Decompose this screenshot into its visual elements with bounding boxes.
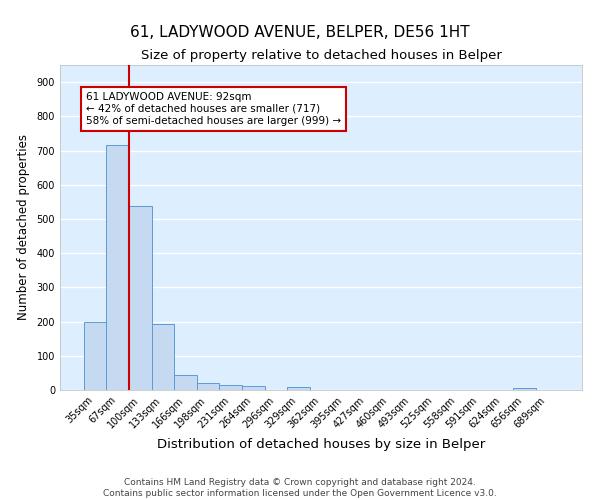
Bar: [287, 388, 310, 390]
Bar: [197, 383, 220, 390]
Bar: [242, 386, 265, 390]
Bar: [174, 374, 197, 390]
Y-axis label: Number of detached properties: Number of detached properties: [17, 134, 29, 320]
Text: 61, LADYWOOD AVENUE, BELPER, DE56 1HT: 61, LADYWOOD AVENUE, BELPER, DE56 1HT: [130, 25, 470, 40]
X-axis label: Distribution of detached houses by size in Belper: Distribution of detached houses by size …: [157, 438, 485, 451]
Bar: [152, 324, 174, 390]
Text: Contains HM Land Registry data © Crown copyright and database right 2024.
Contai: Contains HM Land Registry data © Crown c…: [103, 478, 497, 498]
Bar: [513, 388, 536, 390]
Text: 61 LADYWOOD AVENUE: 92sqm
← 42% of detached houses are smaller (717)
58% of semi: 61 LADYWOOD AVENUE: 92sqm ← 42% of detac…: [86, 92, 341, 126]
Bar: [106, 144, 129, 390]
Title: Size of property relative to detached houses in Belper: Size of property relative to detached ho…: [140, 50, 502, 62]
Bar: [129, 206, 152, 390]
Bar: [220, 385, 242, 390]
Bar: [84, 322, 106, 390]
